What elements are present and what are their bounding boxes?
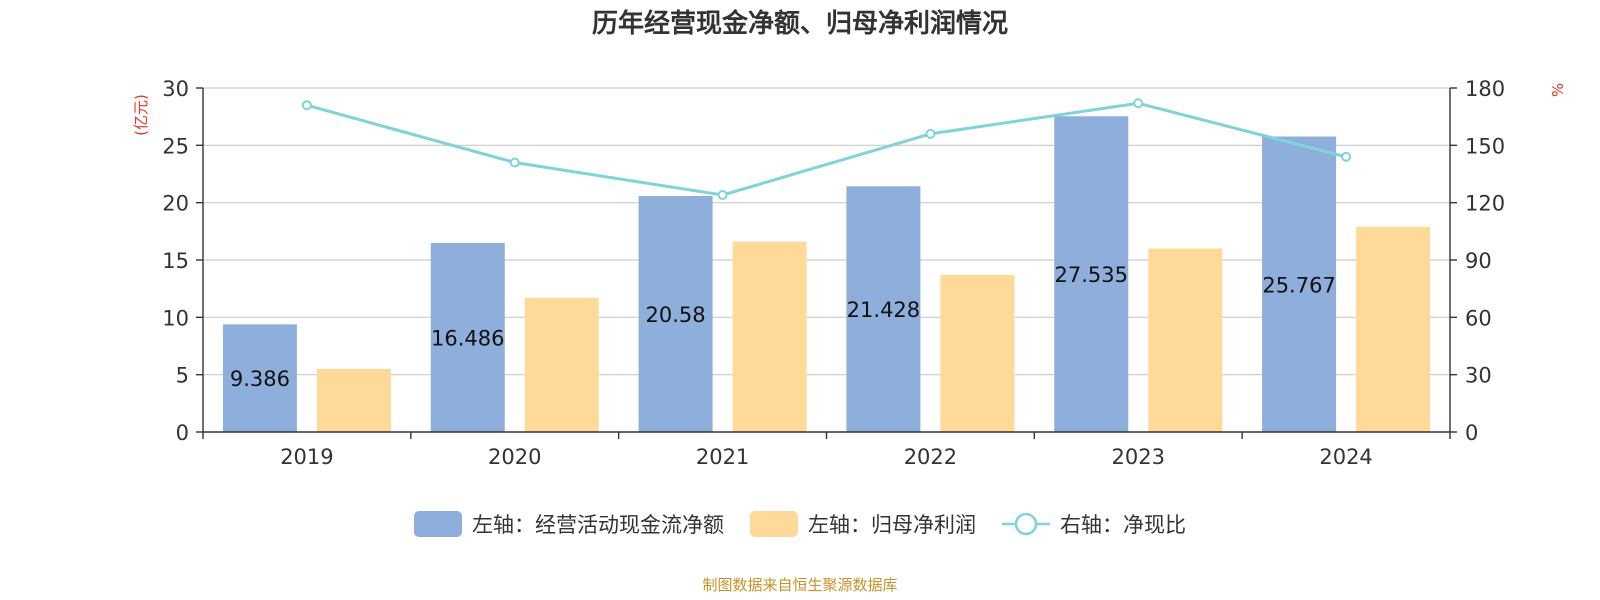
bar-net-profit: [316, 368, 391, 432]
source-note: 制图数据来自恒生聚源数据库: [702, 576, 897, 594]
bar-data-label: 20.58: [646, 303, 706, 327]
x-axis-tick-label: 2022: [904, 445, 957, 469]
legend-item[interactable]: 左轴：经营活动现金流净额: [414, 511, 724, 537]
bar-operating-cash-flow: [1054, 116, 1129, 433]
bar-data-label: 21.428: [847, 298, 920, 322]
bar-net-profit: [940, 274, 1015, 432]
bar-operating-cash-flow: [638, 196, 713, 432]
x-axis-tick-label: 2021: [696, 445, 749, 469]
ratio-line-point: [1133, 98, 1144, 109]
bar-data-label: 27.535: [1055, 263, 1128, 287]
ratio-line-point: [925, 128, 936, 139]
ratio-line-point: [509, 157, 520, 168]
left-axis-tick-label: 10: [162, 306, 189, 330]
ratio-line-point: [717, 190, 728, 201]
bars: [222, 116, 1431, 433]
left-axis-tick-label: 30: [162, 77, 189, 101]
legend-swatch: [750, 511, 798, 537]
legend-label: 右轴：净现比: [1060, 513, 1186, 537]
legend-label: 左轴：经营活动现金流净额: [472, 513, 724, 537]
chart-title: 历年经营现金净额、归母净利润情况: [592, 8, 1008, 39]
left-axis-tick-label: 15: [162, 249, 189, 273]
legend: 左轴：经营活动现金流净额 左轴：归母净利润 右轴：净现比: [414, 511, 1186, 537]
bar-operating-cash-flow: [1262, 136, 1337, 433]
right-axis-tick-label: 30: [1465, 364, 1492, 388]
right-axis-tick-label: 90: [1465, 249, 1492, 273]
x-axis-tick-label: 2020: [488, 445, 541, 469]
right-axis-unit: %: [1549, 83, 1567, 97]
left-axis-tick-label: 5: [176, 364, 189, 388]
left-axis-tick-label: 20: [162, 192, 189, 216]
axes: 0 0 5 30 10 60 15 90 20 120 25 150 30 180 2019 2020 2021…: [162, 77, 1505, 469]
ratio-line-point: [1341, 151, 1352, 162]
x-axis-tick-label: 2023: [1112, 445, 1165, 469]
ratio-line: [301, 98, 1352, 201]
legend-item[interactable]: 左轴：归母净利润: [750, 511, 976, 537]
grid-lines: [203, 87, 1450, 376]
bar-net-profit: [732, 241, 807, 432]
left-axis-tick-label: 25: [162, 134, 189, 158]
right-axis-tick-label: 0: [1465, 421, 1478, 445]
x-axis-tick-label: 2019: [280, 445, 333, 469]
bar-net-profit: [1356, 226, 1431, 432]
bar-data-label: 16.486: [431, 326, 504, 350]
x-axis-tick-label: 2024: [1319, 445, 1372, 469]
right-axis-tick-label: 180: [1465, 77, 1505, 101]
bar-net-profit: [1148, 248, 1223, 432]
bar-data-label: 9.386: [230, 367, 290, 391]
left-axis-tick-label: 0: [176, 421, 189, 445]
legend-label: 左轴：归母净利润: [808, 513, 976, 537]
legend-swatch-marker: [1014, 512, 1038, 536]
legend-item[interactable]: 右轴：净现比: [1002, 512, 1186, 537]
right-axis-tick-label: 60: [1465, 306, 1492, 330]
right-axis-tick-label: 150: [1465, 134, 1505, 158]
bar-operating-cash-flow: [430, 242, 505, 432]
bar-data-label: 25.767: [1262, 273, 1335, 297]
bar-operating-cash-flow: [846, 186, 921, 432]
data-labels: 9.386 16.486 20.58 21.428 27.535 25.767: [230, 263, 1336, 391]
left-axis-unit: (亿元): [132, 94, 150, 136]
right-axis-tick-label: 120: [1465, 192, 1505, 216]
bar-operating-cash-flow: [222, 324, 297, 432]
ratio-line-path: [306, 101, 1347, 197]
bar-net-profit: [524, 297, 599, 432]
ratio-line-point: [301, 100, 312, 111]
legend-swatch: [414, 511, 462, 537]
